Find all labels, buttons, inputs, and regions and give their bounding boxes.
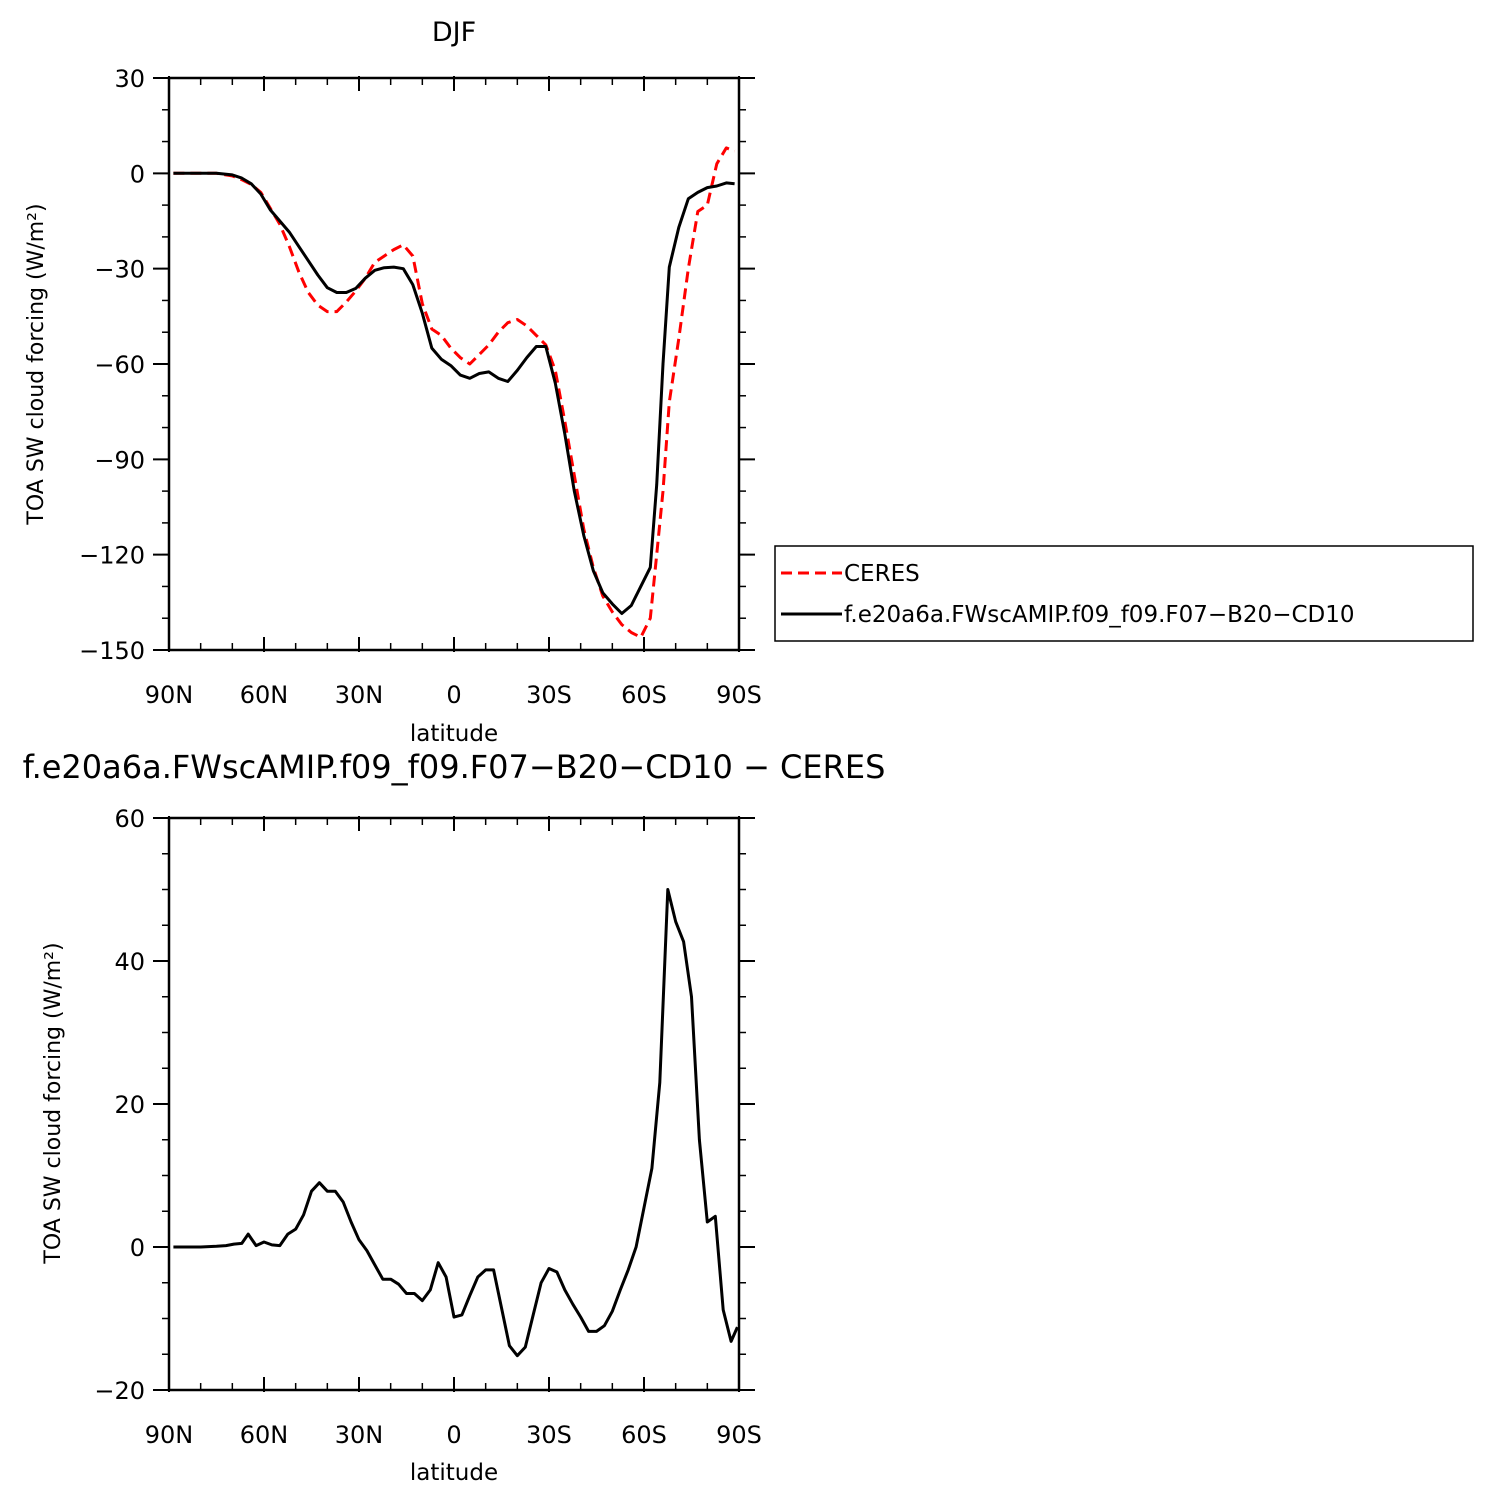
top-series [173,146,736,639]
top-y-tick-label: −150 [79,637,145,665]
top-x-tick-label: 90S [716,681,762,709]
bottom-y-tick-label: −20 [94,1377,145,1405]
bottom-x-tick-label: 60S [621,1421,667,1449]
legend-ceres-label: CERES [844,561,920,587]
legend-box [774,545,1474,642]
top-series-line-ceres [173,146,736,639]
top-x-tick-label: 90N [145,681,194,709]
bottom-x-tick-label: 90N [145,1421,194,1449]
bottom-panel: f.e20a6a.FWscAMIP.f09_f09.F07−B20−CD10 −… [23,748,886,1486]
bottom-y-tick-label: 40 [114,948,145,976]
bottom-series [173,888,739,1358]
top-y-axis-label: TOA SW cloud forcing (W/m²) [24,203,49,525]
bottom-x-tick-label: 0 [446,1421,461,1449]
top-y-tick-label: −90 [94,446,145,474]
top-panel: DJF TOA SW cloud forcing (W/m²) latitude… [24,17,762,747]
top-plot-frame [167,76,741,652]
top-y-tick-label: 0 [130,160,145,188]
bottom-axis-ticks: 90N 60N 30N 0 30S 60S 90S 60 40 20 0 −20 [94,805,762,1449]
bottom-y-tick-label: 60 [114,805,145,833]
top-chart-title: DJF [432,17,476,48]
top-series-line-model [173,171,735,615]
top-y-tick-label: −30 [94,256,145,284]
top-axis-ticks: 90N 60N 30N 0 30S 60S 90S 30 0 −30 −60 −90 −120 −150 [79,65,762,709]
bottom-series-line-difference [173,888,739,1358]
bottom-plot-frame [167,816,741,1392]
bottom-x-tick-label: 90S [716,1421,762,1449]
bottom-x-axis-label: latitude [410,1460,498,1486]
bottom-chart-title: f.e20a6a.FWscAMIP.f09_f09.F07−B20−CD10 −… [23,748,886,786]
legend: CERES f.e20a6a.FWscAMIP.f09_f09.F07−B20−… [774,545,1474,642]
bottom-x-tick-label: 30S [526,1421,572,1449]
top-x-tick-label: 0 [446,681,461,709]
top-y-tick-label: −60 [94,351,145,379]
bottom-x-tick-label: 30N [335,1421,384,1449]
top-x-tick-label: 60S [621,681,667,709]
top-x-tick-label: 30N [335,681,384,709]
bottom-x-tick-label: 60N [240,1421,289,1449]
bottom-y-axis-label: TOA SW cloud forcing (W/m²) [41,942,66,1264]
top-x-tick-label: 30S [526,681,572,709]
legend-model-label: f.e20a6a.FWscAMIP.f09_f09.F07−B20−CD10 [844,602,1355,628]
bottom-y-tick-label: 20 [114,1091,145,1119]
top-y-tick-label: −120 [79,542,145,570]
top-y-tick-label: 30 [114,65,145,93]
top-x-axis-label: latitude [410,721,498,747]
bottom-y-tick-label: 0 [130,1234,145,1262]
top-x-tick-label: 60N [240,681,289,709]
